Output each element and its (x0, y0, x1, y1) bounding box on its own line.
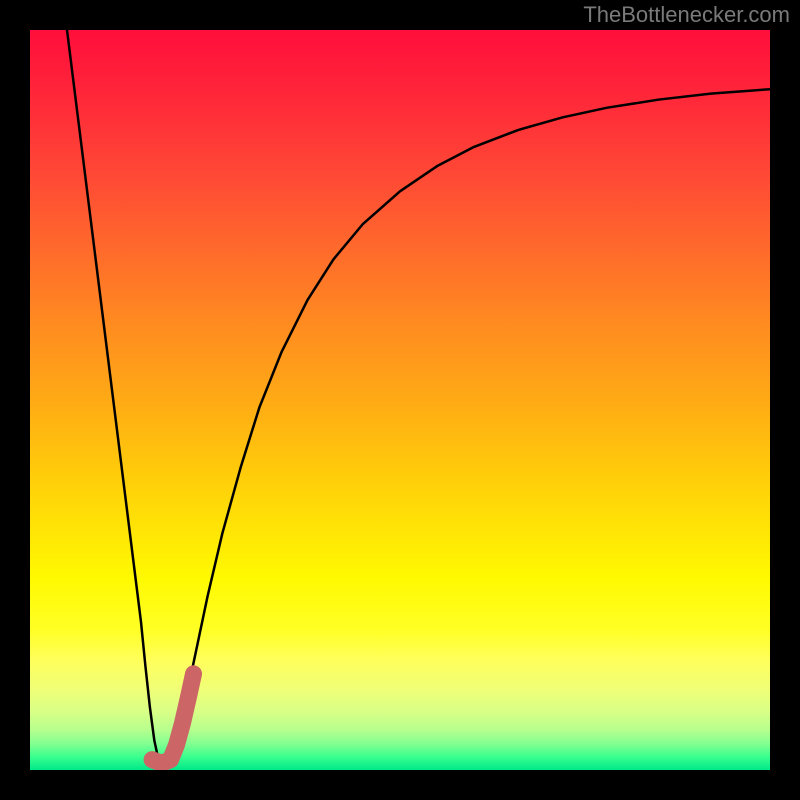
plot-background-gradient (30, 30, 770, 770)
watermark-text: TheBottlenecker.com (583, 2, 790, 28)
bottleneck-chart (0, 0, 800, 800)
chart-container: TheBottlenecker.com (0, 0, 800, 800)
